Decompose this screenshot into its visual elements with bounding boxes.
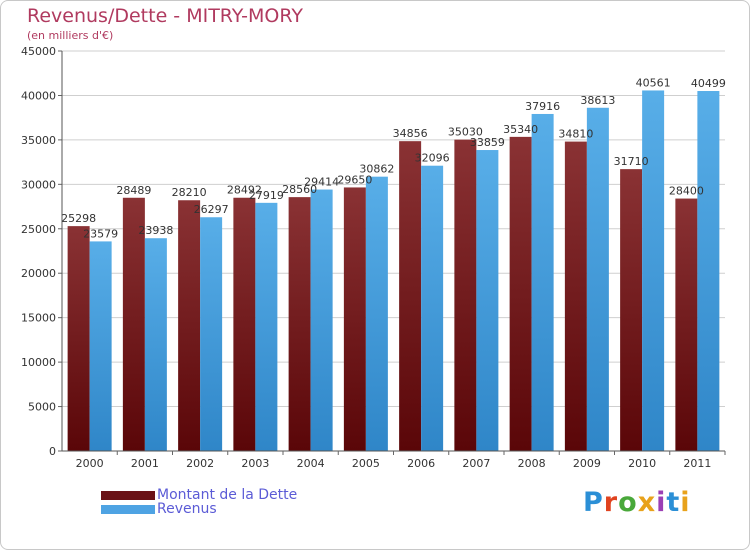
bar-debt <box>343 187 366 451</box>
data-label-debt: 34856 <box>393 127 428 140</box>
data-label-debt: 35030 <box>448 126 483 139</box>
data-label-debt: 28492 <box>227 184 262 197</box>
bar-debt <box>509 136 532 451</box>
logo-letter: x <box>637 487 657 518</box>
logo-letter: P <box>583 487 604 518</box>
bar-revenue <box>310 189 333 451</box>
x-tick-label: 2006 <box>407 457 435 470</box>
y-tick-label: 10000 <box>21 356 56 369</box>
bar-debt <box>67 226 90 451</box>
data-label-revenue: 32096 <box>415 152 450 165</box>
x-tick-label: 2011 <box>683 457 711 470</box>
bar-revenue <box>476 150 499 451</box>
bar-debt <box>620 169 643 451</box>
data-label-revenue: 37916 <box>525 100 560 113</box>
legend-swatch-debt <box>101 490 155 500</box>
y-tick-label: 25000 <box>21 223 56 236</box>
x-tick-label: 2001 <box>131 457 159 470</box>
bar-revenue <box>365 176 388 451</box>
y-tick-label: 30000 <box>21 178 56 191</box>
data-label-debt: 29650 <box>337 173 372 186</box>
x-tick-label: 2009 <box>573 457 601 470</box>
legend-swatch-revenue <box>101 504 155 514</box>
bar-revenue <box>255 202 278 451</box>
x-tick-label: 2003 <box>241 457 269 470</box>
data-label-revenue: 26297 <box>194 203 229 216</box>
y-tick-label: 0 <box>49 445 56 458</box>
data-label-revenue: 40561 <box>636 76 671 89</box>
bar-debt <box>178 200 201 451</box>
logo-letter: i <box>680 487 691 518</box>
legend-item-debt: Montant de la Dette <box>101 487 297 503</box>
bar-debt <box>122 197 145 451</box>
data-label-revenue: 40499 <box>691 77 726 90</box>
data-label-debt: 34810 <box>558 128 593 141</box>
data-label-debt: 28489 <box>116 184 151 197</box>
proxiti-logo: Proxiti <box>583 487 691 518</box>
logo-letter: i <box>656 487 667 518</box>
bar-revenue <box>697 91 720 452</box>
x-tick-label: 2007 <box>462 457 490 470</box>
data-label-revenue: 23938 <box>138 224 173 237</box>
data-label-revenue: 23579 <box>83 227 118 240</box>
bar-revenue <box>642 90 665 452</box>
bar-revenue <box>531 113 554 452</box>
x-tick-label: 2004 <box>297 457 325 470</box>
data-label-revenue: 38613 <box>580 94 615 107</box>
x-tick-label: 2002 <box>186 457 214 470</box>
data-label-revenue: 33859 <box>470 136 505 149</box>
y-tick-label: 15000 <box>21 312 56 325</box>
chart-title: Revenus/Dette - MITRY-MORY <box>27 5 303 27</box>
bar-revenue <box>421 165 444 452</box>
bar-debt <box>288 197 311 451</box>
bar-debt <box>564 141 587 452</box>
y-tick-label: 45000 <box>21 45 56 58</box>
bar-debt <box>233 197 256 451</box>
x-tick-label: 2005 <box>352 457 380 470</box>
logo-letter: r <box>603 487 619 518</box>
bar-debt <box>675 198 698 451</box>
bar-debt <box>454 139 477 451</box>
legend-label-debt: Montant de la Dette <box>157 487 298 503</box>
x-tick-label: 2000 <box>76 457 104 470</box>
bar-revenue <box>89 241 112 451</box>
data-label-revenue: 29414 <box>304 176 339 189</box>
data-label-revenue: 30862 <box>359 163 394 176</box>
y-tick-label: 5000 <box>28 401 56 414</box>
data-label-debt: 28560 <box>282 183 317 196</box>
chart-subtitle: (en milliers d'€) <box>27 29 114 42</box>
data-label-revenue: 27919 <box>249 189 284 202</box>
logo-letter: t <box>666 487 681 518</box>
data-label-debt: 28210 <box>172 186 207 199</box>
data-label-debt: 25298 <box>61 212 96 225</box>
data-label-debt: 35340 <box>503 123 538 136</box>
bar-revenue <box>144 238 167 451</box>
x-tick-label: 2008 <box>518 457 546 470</box>
y-tick-label: 35000 <box>21 134 56 147</box>
bar-debt <box>399 141 422 451</box>
legend-item-revenue: Revenus <box>101 501 217 517</box>
bar-revenue <box>200 217 223 451</box>
logo-letter: o <box>618 487 638 518</box>
bar-revenue <box>586 107 609 452</box>
legend-label-revenue: Revenus <box>157 501 217 517</box>
y-tick-label: 40000 <box>21 89 56 102</box>
data-label-debt: 31710 <box>614 155 649 168</box>
x-tick-label: 2010 <box>628 457 656 470</box>
y-tick-label: 20000 <box>21 267 56 280</box>
data-label-debt: 28400 <box>669 185 704 198</box>
